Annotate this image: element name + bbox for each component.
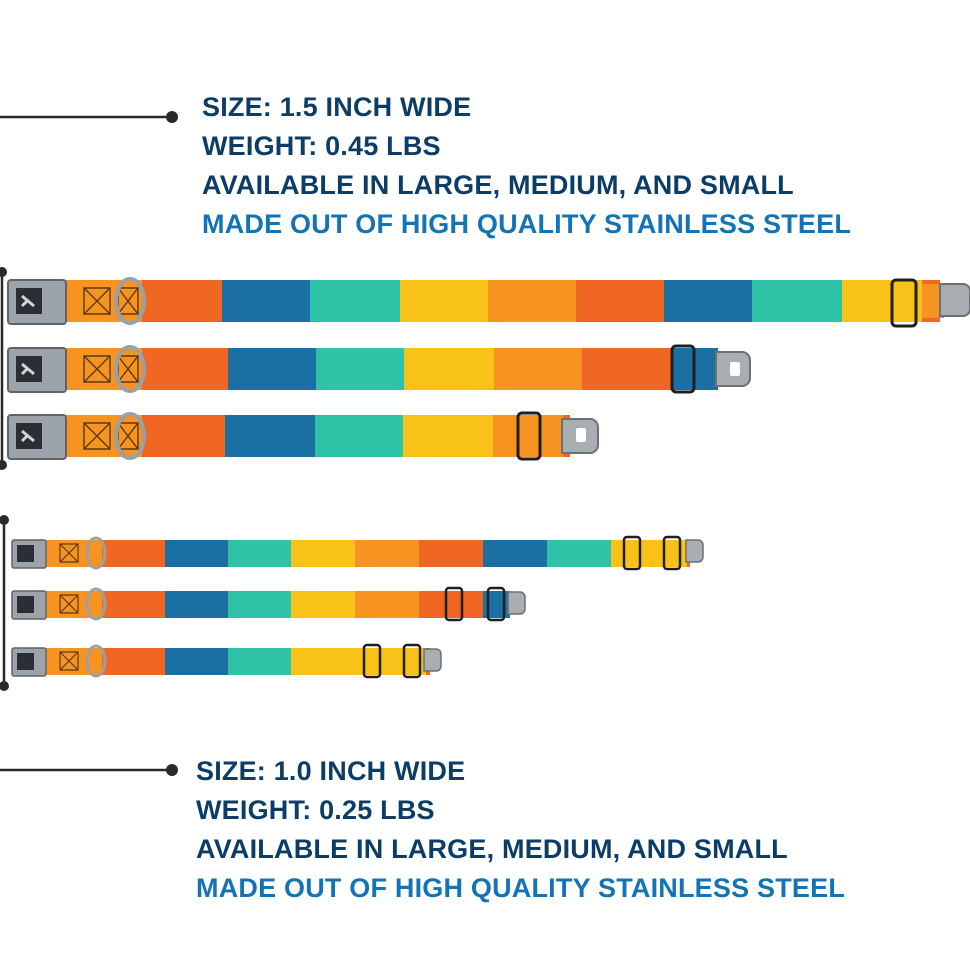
bracket-large-group [0, 267, 7, 470]
spec-material-text: MADE OUT OF HIGH QUALITY STAINLESS STEEL [196, 873, 846, 903]
spec-weight-text: WEIGHT: 0.25 LBS [196, 795, 435, 825]
pointer-line-top [0, 111, 178, 123]
collar-medium-1-5-inch [7, 344, 751, 394]
collar-large-1-0-inch [11, 535, 704, 571]
collar-small-1-5-inch [7, 411, 599, 461]
collar-small-1-0-inch [11, 643, 442, 679]
collar-medium-1-0-inch [11, 586, 526, 622]
spec-size-text: SIZE: 1.0 INCH WIDE [196, 756, 466, 786]
spec-material-text: MADE OUT OF HIGH QUALITY STAINLESS STEEL [202, 209, 852, 239]
spec-block-large: SIZE: 1.5 INCH WIDE WEIGHT: 0.45 LBS AVA… [202, 88, 851, 244]
spec-availability-text: AVAILABLE IN LARGE, MEDIUM, AND SMALL [196, 834, 788, 864]
collar-large-1-5-inch [7, 277, 970, 328]
spec-block-small: SIZE: 1.0 INCH WIDE WEIGHT: 0.25 LBS AVA… [196, 752, 845, 908]
bracket-small-group [0, 515, 9, 691]
spec-availability-text: AVAILABLE IN LARGE, MEDIUM, AND SMALL [202, 170, 794, 200]
spec-weight-text: WEIGHT: 0.45 LBS [202, 131, 441, 161]
pointer-line-bottom [0, 764, 178, 776]
spec-size-text: SIZE: 1.5 INCH WIDE [202, 92, 472, 122]
